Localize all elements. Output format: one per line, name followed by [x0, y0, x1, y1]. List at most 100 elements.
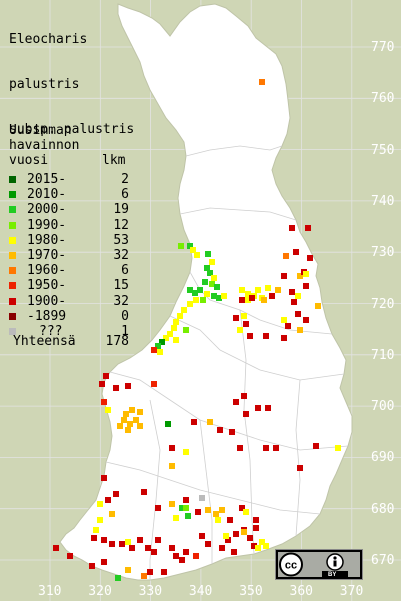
observation-dot [269, 293, 275, 299]
cc-by-icon: cc [279, 552, 348, 577]
northing-label: 670 [371, 553, 395, 568]
observation-dot [205, 251, 211, 257]
legend-count: 53 [113, 232, 129, 248]
legend-label: 1990- [27, 217, 67, 233]
legend-row: 2015- 2 [9, 172, 129, 187]
observation-dot [181, 307, 187, 313]
northing-label: 700 [371, 399, 395, 415]
observation-dot [121, 417, 127, 423]
observation-dot [281, 335, 287, 341]
observation-dot [179, 505, 185, 511]
observation-dot [263, 445, 269, 451]
observation-dot [221, 293, 227, 299]
observation-dot [99, 381, 105, 387]
observation-dot [285, 323, 291, 329]
observation-dot [185, 513, 191, 519]
legend-row: -1899 0 [9, 309, 129, 324]
observation-dot [137, 423, 143, 429]
observation-dot [169, 445, 175, 451]
observation-dot [213, 511, 219, 517]
legend-label: 1970- [27, 248, 67, 263]
observation-dots [53, 79, 341, 581]
observation-dot [159, 339, 165, 345]
observation-dot [241, 313, 247, 319]
legend-count: 32 [113, 248, 129, 263]
legend-swatch [9, 328, 16, 335]
observation-dot [243, 321, 249, 327]
observation-dot [291, 299, 297, 305]
observation-dot [173, 515, 179, 521]
observation-dot [199, 495, 205, 501]
observation-dot [289, 225, 295, 231]
observation-dot [231, 549, 237, 555]
observation-dot [303, 271, 309, 277]
legend-count: 6 [121, 187, 129, 203]
observation-dot [193, 553, 199, 559]
observation-dot [91, 535, 97, 541]
legend-label: 1900- [27, 293, 67, 309]
observation-dot [205, 541, 211, 547]
observation-dot [217, 427, 223, 433]
legend-total-count: 178 [105, 334, 129, 349]
observation-dot [233, 315, 239, 321]
observation-dot [239, 297, 245, 303]
legend-label: 2015- [27, 172, 67, 187]
northing-label: 770 [371, 40, 395, 55]
legend-count: 15 [113, 278, 129, 294]
observation-dot [265, 285, 271, 291]
legend-label: 1950- [27, 278, 67, 294]
legend-label: 1960- [27, 263, 67, 279]
legend-swatch [9, 191, 16, 199]
observation-dot [211, 275, 217, 281]
observation-dot [119, 541, 125, 547]
easting-label: 350 [239, 584, 263, 599]
observation-dot [259, 539, 265, 545]
observation-dot [117, 423, 123, 429]
legend-heading-3: vuosi [9, 153, 49, 168]
observation-dot [259, 79, 265, 85]
observation-dot [261, 297, 267, 303]
northing-label: 730 [371, 245, 395, 261]
observation-dot [263, 333, 269, 339]
observation-dot [305, 225, 311, 231]
observation-dot [193, 297, 199, 303]
observation-dot [263, 543, 269, 549]
observation-dot [109, 541, 115, 547]
observation-dot [105, 407, 111, 413]
legend-count: 2 [121, 172, 129, 187]
cc-by-license-badge[interactable]: cc BY [275, 549, 363, 580]
northing-label: 720 [371, 296, 395, 312]
observation-dot [215, 517, 221, 523]
observation-dot [273, 445, 279, 451]
observation-dot [200, 297, 206, 303]
observation-dot [247, 535, 253, 541]
legend-swatch [9, 312, 16, 320]
easting-label: 360 [289, 584, 313, 599]
observation-dot [192, 290, 198, 296]
observation-dot [194, 252, 200, 258]
observation-dot [155, 505, 161, 511]
legend-row: 1970- 32 [9, 248, 129, 263]
easting-label: 330 [138, 584, 163, 599]
observation-dot [249, 295, 255, 301]
observation-dot [167, 331, 173, 337]
observation-dot [113, 491, 119, 497]
observation-dot [183, 327, 189, 333]
observation-dot [155, 343, 161, 349]
observation-dot [157, 349, 163, 355]
observation-dot [101, 537, 107, 543]
legend-label: ??? [39, 324, 63, 339]
observation-dot [255, 405, 261, 411]
observation-dot [145, 545, 151, 551]
observation-dot [171, 325, 177, 331]
observation-dot [211, 293, 217, 299]
observation-dot [93, 527, 99, 533]
legend-row: 1950- 15 [9, 278, 129, 293]
legend-swatch [9, 236, 16, 244]
observation-dot [216, 295, 222, 301]
observation-dot [109, 511, 115, 517]
observation-dot [151, 347, 157, 353]
observation-dot [243, 509, 249, 515]
observation-dot [191, 419, 197, 425]
